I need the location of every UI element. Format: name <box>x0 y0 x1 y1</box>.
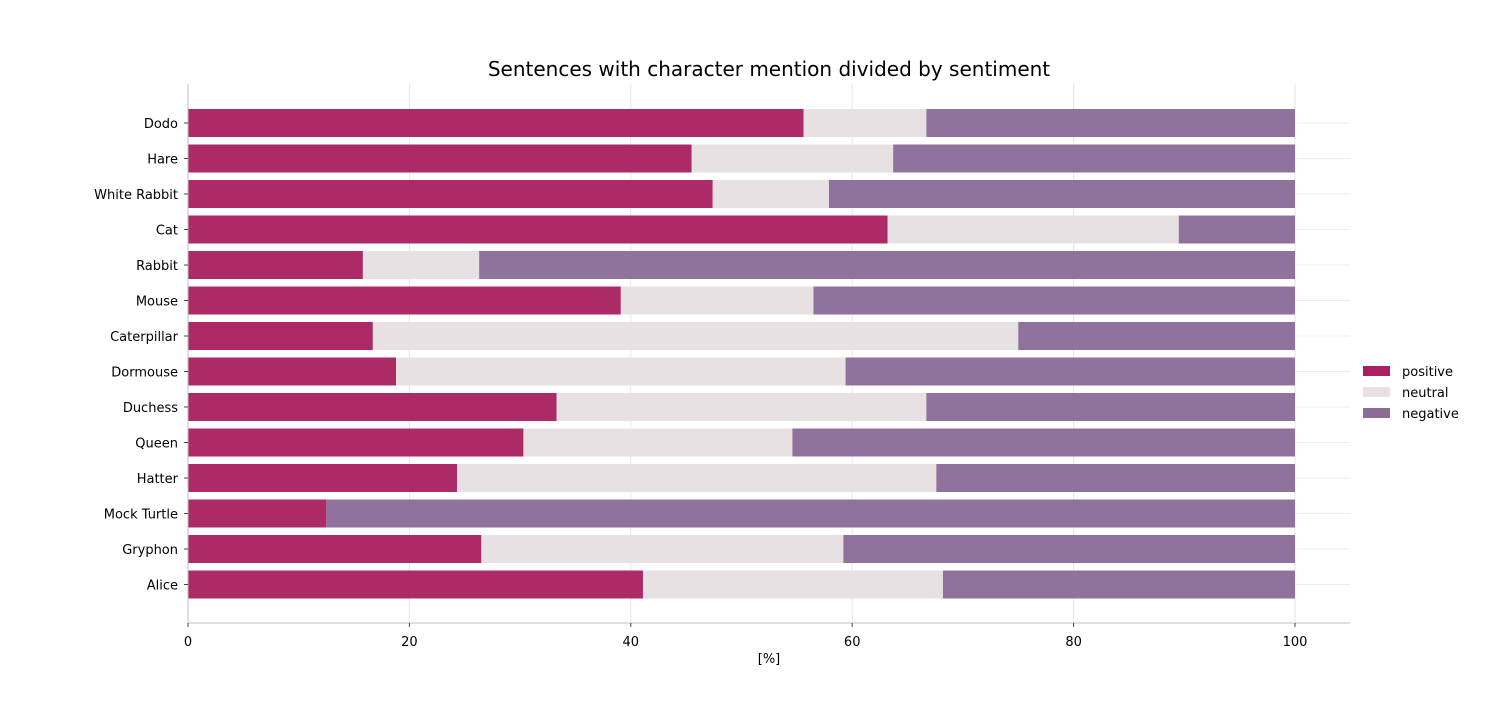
y-tick-label: Rabbit <box>136 259 178 274</box>
bar-negative-alice <box>942 570 1295 599</box>
bar-negative-queen <box>792 428 1295 457</box>
bar-positive-white-rabbit <box>188 180 713 208</box>
bar-negative-caterpillar <box>1018 322 1295 350</box>
y-tick-label: Queen <box>135 437 178 452</box>
bar-neutral-dormouse <box>396 357 846 386</box>
y-tick-label: Gryphon <box>122 543 178 558</box>
bar-positive-alice <box>188 570 643 599</box>
bar-neutral-alice <box>642 570 943 599</box>
x-tick-labels: 0 20 40 60 80 100 <box>184 623 1308 650</box>
bar-negative-dodo <box>926 109 1295 137</box>
x-axis-label: [%] <box>758 652 781 667</box>
x-tick-label: 100 <box>1283 635 1308 650</box>
y-tick-label: Caterpillar <box>110 330 179 345</box>
bar-neutral-white-rabbit <box>712 180 829 208</box>
bar-negative-hatter <box>936 464 1295 492</box>
bar-neutral-duchess <box>556 393 927 421</box>
y-tick-label: Cat <box>156 224 178 239</box>
bar-positive-mock-turtle <box>188 499 327 528</box>
bars <box>188 109 1295 599</box>
bar-neutral-queen <box>523 428 793 457</box>
y-tick-label: Mock Turtle <box>104 508 178 523</box>
legend-swatch-neutral <box>1363 387 1390 397</box>
bar-positive-cat <box>188 215 888 244</box>
y-tick-label: Alice <box>147 579 178 594</box>
bar-neutral-caterpillar <box>372 322 1019 350</box>
legend-label-neutral: neutral <box>1402 386 1449 401</box>
chart-title: Sentences with character mention divided… <box>488 57 1050 81</box>
bar-negative-hare <box>893 144 1295 173</box>
bar-negative-cat <box>1178 215 1295 244</box>
y-tick-label: Hare <box>147 153 178 168</box>
bar-neutral-hare <box>691 144 894 173</box>
bar-neutral-cat <box>887 215 1179 244</box>
y-tick-label: Duchess <box>123 401 178 416</box>
bar-positive-hatter <box>188 464 458 492</box>
x-tick-label: 0 <box>184 635 192 650</box>
bar-neutral-gryphon <box>481 535 844 563</box>
y-tick-label: Dormouse <box>111 366 178 381</box>
bar-negative-gryphon <box>843 535 1295 563</box>
bar-neutral-dodo <box>803 109 927 137</box>
x-tick-label: 60 <box>844 635 861 650</box>
bar-positive-dormouse <box>188 357 397 386</box>
bar-positive-duchess <box>188 393 557 421</box>
x-tick-label: 40 <box>623 635 640 650</box>
x-tick-label: 80 <box>1065 635 1082 650</box>
bar-negative-white-rabbit <box>828 180 1295 208</box>
legend-swatch-positive <box>1363 366 1390 376</box>
bar-positive-caterpillar <box>188 322 373 350</box>
axes <box>187 84 1350 624</box>
bar-neutral-hatter <box>457 464 937 492</box>
bar-neutral-mouse <box>620 286 814 315</box>
bar-negative-dormouse <box>845 357 1295 386</box>
bar-neutral-rabbit <box>362 251 480 279</box>
y-tick-label: White Rabbit <box>94 188 178 203</box>
y-tick-label: Mouse <box>136 295 178 310</box>
legend-swatch-negative <box>1363 408 1390 418</box>
bar-positive-hare <box>188 144 692 173</box>
bar-positive-mouse <box>188 286 621 315</box>
bar-negative-mouse <box>813 286 1295 315</box>
y-tick-labels: Dodo Hare White Rabbit Cat Rabbit Mouse Caterp… <box>94 117 188 594</box>
bar-positive-dodo <box>188 109 804 137</box>
bar-negative-rabbit <box>479 251 1295 279</box>
x-tick-label: 20 <box>401 635 418 650</box>
legend: positive neutral negative <box>1363 365 1459 422</box>
bar-positive-queen <box>188 428 524 457</box>
legend-label-negative: negative <box>1402 407 1459 422</box>
bar-positive-gryphon <box>188 535 482 563</box>
y-tick-label: Hatter <box>137 472 179 487</box>
bar-negative-mock-turtle <box>326 499 1295 528</box>
bar-negative-duchess <box>926 393 1295 421</box>
legend-label-positive: positive <box>1402 365 1453 380</box>
y-tick-label: Dodo <box>144 117 178 132</box>
bar-positive-rabbit <box>188 251 363 279</box>
